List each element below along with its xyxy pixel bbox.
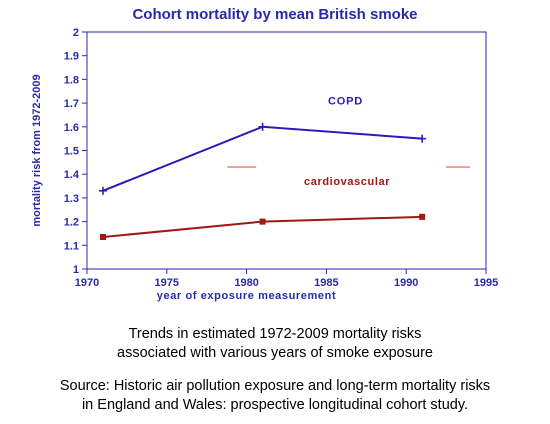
x-tick-label: 1995 bbox=[474, 277, 498, 289]
figure-caption: Trends in estimated 1972-2009 mortality … bbox=[0, 325, 550, 363]
y-tick-label: 1 bbox=[73, 264, 79, 276]
y-tick-label: 1.4 bbox=[64, 169, 80, 181]
x-tick-label: 1985 bbox=[314, 277, 338, 289]
data-point bbox=[419, 213, 426, 220]
caption-line-1: Trends in estimated 1972-2009 mortality … bbox=[128, 326, 422, 342]
x-tick-label: 1970 bbox=[75, 277, 99, 289]
y-tick-label: 1.6 bbox=[64, 122, 79, 134]
x-tick-label: 1975 bbox=[155, 277, 179, 289]
y-tick-label: 1.5 bbox=[64, 146, 79, 158]
y-tick-label: 1.7 bbox=[64, 98, 79, 110]
x-tick-label: 1990 bbox=[394, 277, 418, 289]
y-tick-label: 1.3 bbox=[64, 193, 79, 205]
x-tick-label: 1980 bbox=[234, 277, 258, 289]
source-line-2: in England and Wales: prospective longit… bbox=[81, 397, 469, 413]
x-axis-label: year of exposure measurement bbox=[157, 290, 336, 302]
data-point bbox=[258, 122, 267, 131]
chart-plot: 1 1.1 1.2 1.3 1.4 1.5 1.6 1.7 1.8 1.9 2 1970 1975 198… bbox=[31, 27, 498, 302]
chart-title: Cohort mortality by mean British smoke bbox=[132, 6, 418, 23]
y-tick-label: 1.8 bbox=[64, 74, 79, 86]
y-tick-label: 1.1 bbox=[64, 240, 79, 252]
series-label-copd: COPD bbox=[328, 95, 363, 107]
data-point bbox=[259, 218, 266, 225]
caption-line-2: associated with various years of smoke e… bbox=[117, 345, 433, 361]
series: COPD cardiovascular bbox=[98, 95, 427, 241]
data-point bbox=[98, 186, 107, 195]
y-tick-label: 1.9 bbox=[64, 51, 79, 63]
data-point bbox=[418, 134, 427, 143]
axes: 1 1.1 1.2 1.3 1.4 1.5 1.6 1.7 1.8 1.9 2 1970 1975 198… bbox=[31, 27, 498, 302]
y-axis-label: mortality risk from 1972-2009 bbox=[31, 74, 43, 226]
source-citation: Source: Historic air pollution exposure … bbox=[0, 377, 550, 415]
source-line-1: Source: Historic air pollution exposure … bbox=[59, 378, 491, 394]
data-point bbox=[99, 234, 106, 241]
y-tick-label: 1.2 bbox=[64, 217, 79, 229]
y-tick-label: 2 bbox=[73, 27, 79, 39]
series-label-cardiovascular: cardiovascular bbox=[304, 176, 390, 188]
